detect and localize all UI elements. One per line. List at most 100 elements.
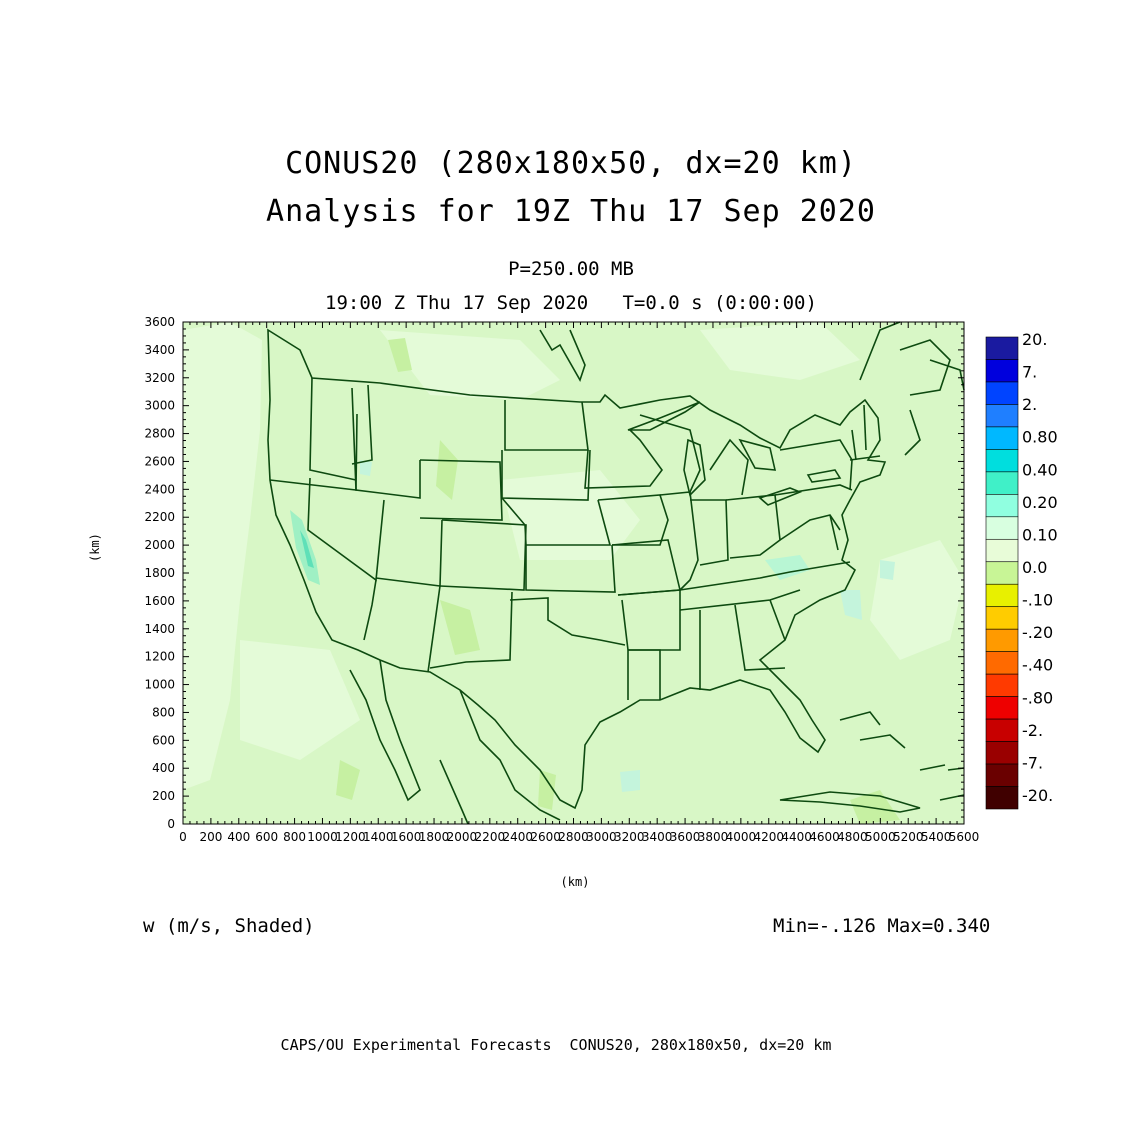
y-tick-label: 400 (152, 761, 175, 775)
baja-coast (349, 659, 421, 802)
field-light-patch (700, 322, 860, 380)
canada-coast (929, 359, 965, 391)
state-border (351, 384, 373, 465)
state-border (863, 404, 867, 451)
y-tick-label: 1600 (144, 594, 175, 608)
field-positive-patch (300, 530, 314, 568)
state-border (734, 604, 786, 671)
state-border (351, 387, 421, 499)
colorbar-label: -20. (1022, 786, 1053, 805)
x-tick-label: 4200 (753, 830, 784, 844)
min-max-readout: Min=-.126 Max=0.340 (773, 915, 991, 937)
colorbar-swatch (985, 381, 1019, 405)
y-tick-label: 3600 (144, 315, 175, 329)
x-tick-label: 0 (179, 830, 187, 844)
bahamas (919, 764, 946, 771)
x-tick-label: 1800 (419, 830, 450, 844)
y-axis-ticks: 0 200 400 600 800 1000 1200 1400 1600 1800 2000 220… (144, 315, 964, 831)
colorbar-swatch (985, 404, 1019, 428)
colorbar-label: -.20 (1022, 623, 1053, 642)
state-border (774, 484, 853, 496)
state-border (829, 514, 839, 551)
colorbar-swatch (985, 538, 1019, 563)
state-border (525, 544, 616, 593)
colorbar-swatch (985, 718, 1019, 742)
y-tick-label: 3000 (144, 399, 175, 413)
field-light-patch (240, 640, 360, 760)
y-tick-label: 1800 (144, 566, 175, 580)
bahamas (859, 734, 906, 749)
mexico-border (459, 689, 561, 821)
bahamas (839, 711, 881, 726)
field-positive-patch (620, 770, 640, 792)
state-border (439, 519, 527, 591)
x-tick-label: 2000 (447, 830, 478, 844)
y-tick-label: 800 (152, 705, 175, 719)
state-border (363, 579, 377, 641)
x-tick-label: 2400 (502, 830, 533, 844)
colorbar-label: 0.0 (1022, 558, 1047, 577)
field-positive-patch (880, 560, 895, 580)
state-border (851, 429, 857, 461)
x-axis-label: (km) (560, 875, 590, 889)
x-axis-ticks: 0 200 400 600 800 100012001400160018002000220… (179, 322, 979, 844)
colorbar-swatch (985, 673, 1019, 697)
x-tick-label: 3000 (586, 830, 617, 844)
state-border (779, 514, 841, 541)
x-tick-label: 4600 (809, 830, 840, 844)
colorbar-label: 0.20 (1022, 493, 1058, 512)
colorbar-label: 0.10 (1022, 525, 1058, 544)
colorbar-swatch (985, 336, 1019, 360)
colorbar-label: -.10 (1022, 591, 1053, 610)
x-tick-label: 400 (227, 830, 250, 844)
state-border (659, 491, 699, 591)
lake-michigan (683, 438, 706, 497)
state-border (307, 477, 385, 582)
y-tick-label: 2800 (144, 427, 175, 441)
state-border (709, 438, 749, 496)
valid-time: 19:00 Z Thu 17 Sep 2020 T=0.0 s (0:00:00… (325, 292, 817, 314)
lake-superior (627, 401, 701, 431)
colorbar-swatch (985, 651, 1019, 675)
colorbar-swatch (985, 449, 1019, 473)
x-tick-label: 3600 (670, 830, 701, 844)
y-tick-label: 1200 (144, 650, 175, 664)
colorbar-swatch (985, 583, 1019, 608)
lake-ontario (806, 469, 842, 483)
x-tick-label: 5000 (865, 830, 896, 844)
x-tick-label: 1000 (307, 830, 338, 844)
colorbar-swatch (985, 628, 1019, 652)
field-light-patch (380, 330, 560, 400)
field-negative-patch (538, 770, 556, 810)
x-tick-label: 1600 (391, 830, 422, 844)
colorbar-label: 7. (1022, 363, 1037, 382)
state-border (628, 649, 661, 700)
colorbar-swatch (985, 494, 1019, 518)
field-positive-patch (840, 590, 862, 620)
colorbar-label: -.40 (1022, 656, 1053, 675)
y-tick-label: 1400 (144, 622, 175, 636)
x-tick-label: 200 (199, 830, 222, 844)
canada-coast (904, 409, 921, 456)
political-boundaries (267, 321, 965, 825)
state-border (427, 585, 441, 673)
plot-title-line2: Analysis for 19Z Thu 17 Sep 2020 (266, 194, 876, 229)
y-tick-label: 2000 (144, 538, 175, 552)
colorbar-label: -7. (1022, 753, 1043, 772)
colorbar-swatch (985, 786, 1019, 810)
state-border (429, 591, 513, 669)
y-tick-label: 2400 (144, 482, 175, 496)
field-label: w (m/s, Shaded) (143, 915, 315, 937)
canada-coast (539, 329, 586, 382)
us-outline (267, 328, 887, 810)
field-positive-patch (765, 555, 810, 580)
cuba (779, 791, 921, 813)
colorbar-swatch (985, 561, 1019, 585)
state-border (509, 597, 626, 646)
y-tick-label: 2600 (144, 454, 175, 468)
colorbar-swatch (985, 359, 1019, 383)
colorbar: 20. 7. 2. 0.80 0.40 0.20 0.10 0.0 -.10 -.20 -.40 -.… (985, 330, 1058, 810)
colorbar-label: -2. (1022, 721, 1043, 740)
y-tick-label: 2200 (144, 510, 175, 524)
